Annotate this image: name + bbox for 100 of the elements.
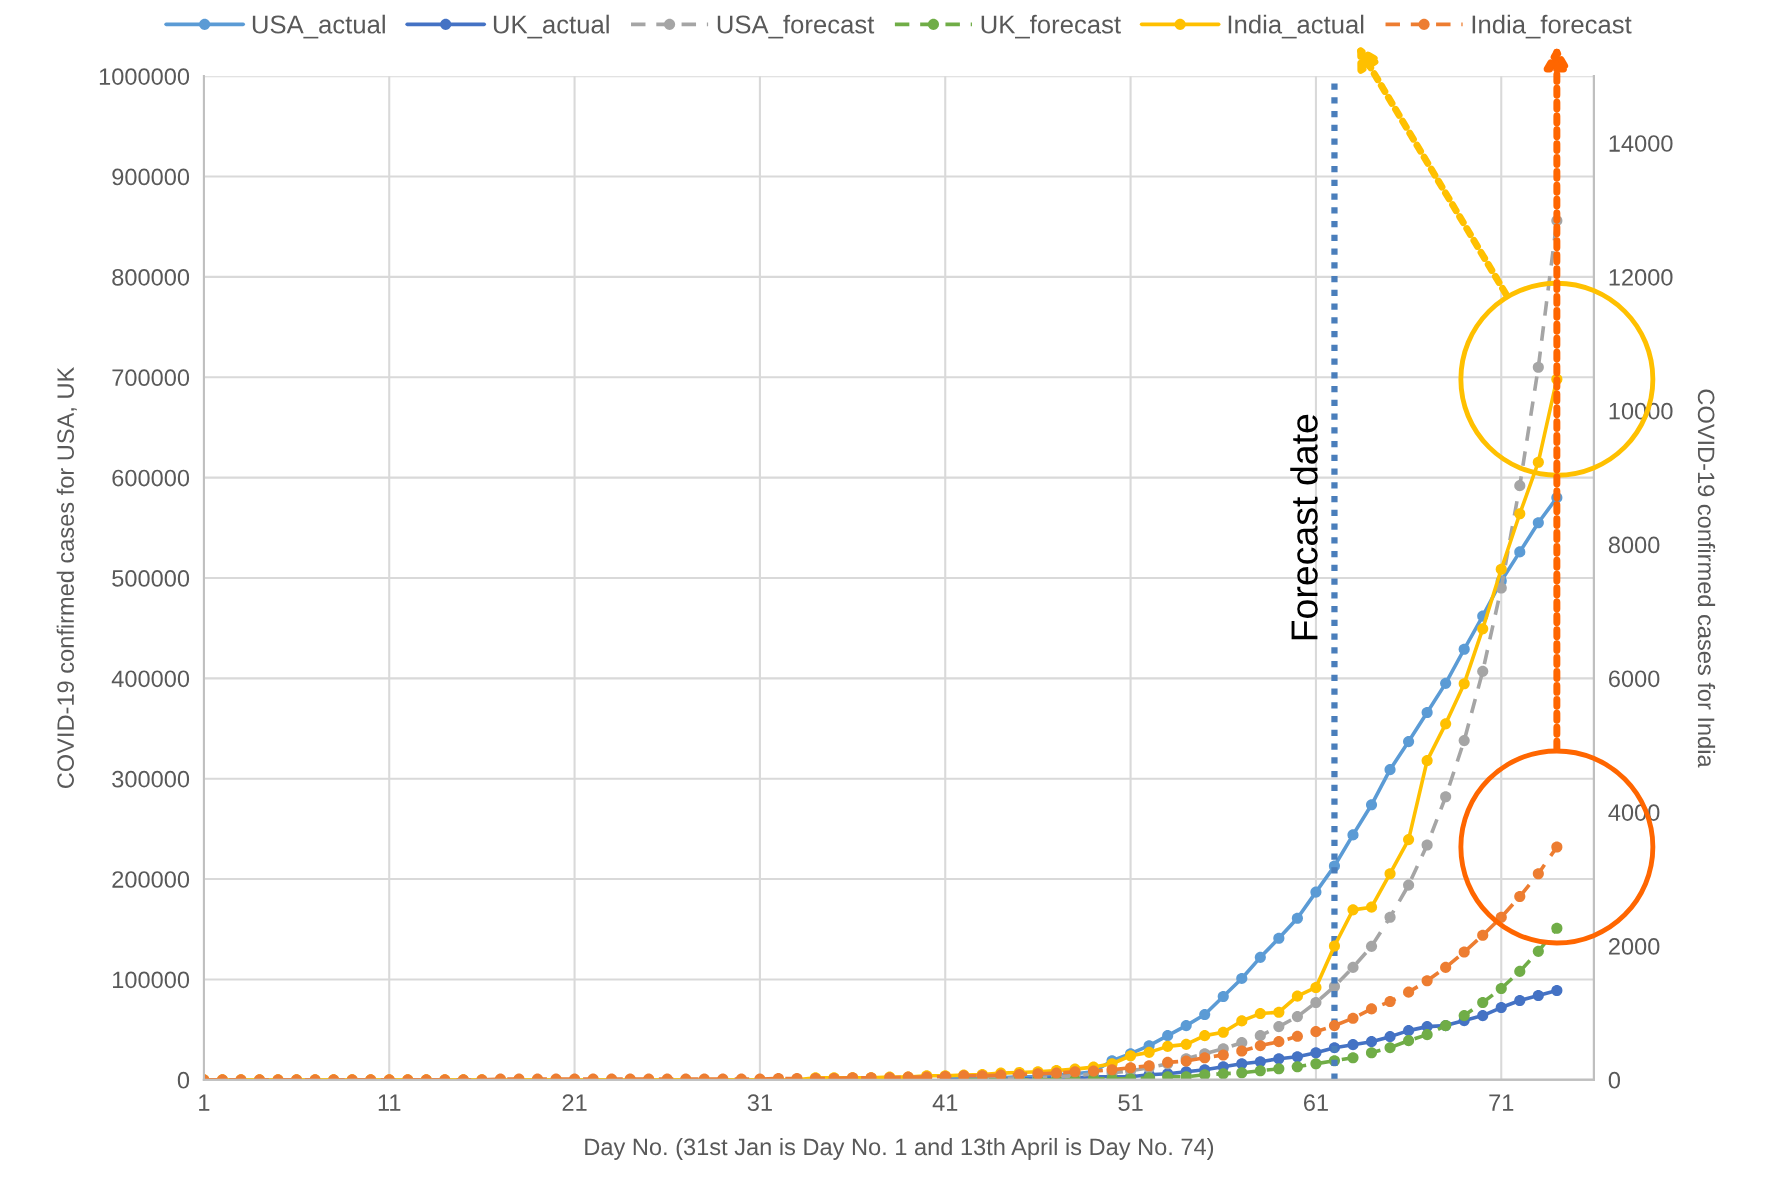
y-tick-label: 800000 — [112, 268, 190, 286]
y-tick-label: 100000 — [113, 971, 190, 989]
x-tick-label: 11 — [378, 1094, 401, 1111]
point — [1254, 1030, 1266, 1042]
point — [1347, 829, 1359, 841]
point — [1143, 1046, 1155, 1058]
point — [1365, 1036, 1378, 1048]
point — [1551, 922, 1563, 934]
point — [1365, 1047, 1378, 1059]
point — [1310, 1047, 1322, 1059]
point — [1365, 940, 1378, 952]
point — [1458, 643, 1470, 655]
point — [1403, 834, 1415, 846]
point — [1273, 1006, 1285, 1018]
point — [1514, 994, 1526, 1007]
point — [1254, 1008, 1266, 1020]
point — [1403, 1035, 1415, 1047]
point — [1199, 1009, 1211, 1021]
point — [1217, 990, 1229, 1003]
x-tick-label: 1 — [199, 1094, 210, 1111]
point — [1495, 982, 1507, 995]
y-tick-label: 900000 — [112, 168, 190, 186]
point — [1421, 706, 1433, 719]
y-tick-label: 1000000 — [99, 68, 190, 85]
point — [1458, 678, 1470, 690]
y-tick-label: 700000 — [112, 369, 190, 387]
point — [1403, 736, 1415, 748]
y-tick-label: 0 — [177, 1071, 190, 1089]
y2-tick-label: 0 — [1608, 1071, 1621, 1089]
point — [1514, 480, 1526, 492]
y-tick-label: 500000 — [112, 570, 190, 587]
point — [1384, 764, 1396, 776]
point — [1365, 901, 1378, 913]
legend-label: USA_forecast — [717, 14, 875, 39]
point — [1180, 1038, 1192, 1050]
point — [1291, 1051, 1303, 1063]
point — [1180, 1020, 1192, 1032]
point — [1477, 665, 1489, 677]
point — [1421, 839, 1433, 851]
point — [1532, 945, 1544, 957]
point — [1310, 981, 1322, 994]
point — [1310, 996, 1322, 1009]
point — [1273, 1063, 1285, 1075]
point — [1384, 868, 1396, 880]
legend-label: USA_actual — [252, 14, 385, 39]
y2-tick-label: 2000 — [1609, 938, 1660, 955]
point — [1291, 990, 1303, 1002]
point — [1236, 1015, 1248, 1027]
point — [1273, 1053, 1285, 1065]
y2-tick-label: 14000 — [1609, 135, 1673, 152]
point — [1254, 951, 1266, 963]
point — [1440, 791, 1452, 803]
point — [1477, 996, 1489, 1009]
x-tick-label: 71 — [1489, 1094, 1514, 1111]
point — [1291, 912, 1303, 924]
point — [1440, 677, 1452, 689]
point — [1403, 1025, 1415, 1037]
point — [1458, 1010, 1470, 1022]
point — [1384, 1042, 1396, 1054]
ref-line-label: Forecast date — [1290, 414, 1318, 640]
point — [1217, 1026, 1229, 1038]
point — [1180, 1071, 1192, 1080]
point — [1217, 1068, 1229, 1080]
point — [1421, 755, 1433, 767]
point — [1514, 965, 1526, 977]
y-axis-title: COVID-19 confirmed cases for USA, UK — [56, 366, 77, 789]
x-axis-title: Day No. (31st Jan is Day No. 1 and 13th April is Day No. 74) — [585, 1137, 1214, 1160]
x-tick-label: 41 — [932, 1094, 958, 1111]
point — [1199, 1030, 1211, 1042]
point — [1328, 940, 1341, 952]
y-tick-label: 300000 — [112, 770, 190, 788]
point — [1421, 1029, 1433, 1041]
x-tick-label: 51 — [1118, 1094, 1143, 1112]
point — [1514, 546, 1526, 558]
legend-label: India_forecast — [1472, 14, 1632, 39]
x-tick-label: 21 — [562, 1094, 587, 1111]
y2-tick-label: 12000 — [1609, 268, 1673, 286]
point — [1310, 886, 1322, 898]
point — [1365, 799, 1378, 811]
point — [1532, 989, 1544, 1002]
point — [1403, 879, 1415, 891]
point — [1347, 904, 1359, 916]
y-tick-label: 200000 — [112, 871, 190, 888]
point — [1273, 1021, 1285, 1033]
point — [1495, 1001, 1507, 1014]
legend-label: UK_forecast — [981, 14, 1121, 39]
point — [1458, 735, 1470, 747]
point — [1514, 508, 1526, 520]
point — [1551, 984, 1563, 997]
point — [1384, 1031, 1396, 1043]
point — [1291, 1011, 1303, 1023]
point — [1236, 972, 1248, 984]
point — [1532, 361, 1544, 373]
point — [1477, 623, 1489, 635]
point — [1532, 456, 1544, 468]
point — [1532, 517, 1544, 529]
y-tick-label: 400000 — [111, 670, 190, 688]
point — [1477, 1010, 1489, 1022]
point — [1310, 1058, 1322, 1070]
point — [1384, 911, 1396, 923]
